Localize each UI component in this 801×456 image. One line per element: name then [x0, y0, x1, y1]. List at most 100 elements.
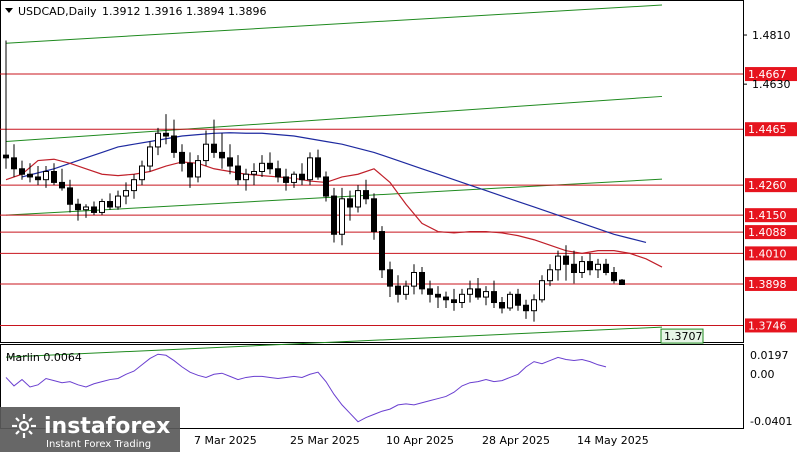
symbol-label: USDCAD,Daily [18, 5, 97, 18]
level-label-bg [745, 208, 797, 223]
instaforex-logo-icon [12, 414, 36, 438]
candle-body [435, 293, 441, 298]
level-label-bg [745, 178, 797, 193]
candle-body [547, 269, 553, 282]
candle-body [283, 176, 289, 183]
candle-body [531, 299, 537, 312]
level-label-bg [745, 67, 797, 82]
channel-label: 1.3707 [664, 330, 703, 343]
date-label: 7 Mar 2025 [194, 434, 257, 447]
candle-body [259, 162, 265, 173]
candle-body [467, 288, 473, 295]
candle-body [419, 271, 425, 290]
candle-body [67, 187, 73, 205]
candle-body [491, 291, 497, 304]
candle-body [155, 132, 161, 148]
candle-body [187, 162, 193, 178]
instaforex-logo: instaforex Instant Forex Trading [0, 407, 180, 452]
candle-body [3, 154, 9, 159]
candle-body [131, 179, 137, 192]
osc-tick-top: 0.0197 [750, 349, 789, 362]
date-label: 28 Apr 2025 [482, 434, 550, 447]
candle-body [27, 173, 33, 178]
candle-body [475, 288, 481, 298]
level-label: 1.4260 [748, 179, 787, 192]
candle-body [595, 263, 601, 271]
candle-body [179, 151, 185, 164]
candle-body [59, 181, 65, 189]
candle-body [507, 293, 513, 309]
level-label: 1.3746 [748, 319, 787, 332]
candle-body [587, 261, 593, 271]
candle-body [107, 201, 113, 208]
candle-body [203, 143, 209, 162]
ma-slow-line [21, 132, 647, 244]
osc-tick-bottom: -0.0401 [750, 415, 792, 428]
candle-body [451, 299, 457, 304]
candle-body [499, 302, 505, 309]
level-label: 1.3898 [748, 278, 787, 291]
candle-body [139, 165, 145, 181]
candle-body [347, 198, 353, 208]
candle-body [227, 157, 233, 167]
candle-body [339, 198, 345, 235]
candle-body [371, 198, 377, 233]
dropdown-arrow-icon[interactable] [5, 8, 13, 13]
candle-body [171, 135, 177, 153]
oscillator-line [5, 353, 607, 423]
candle-body [443, 296, 449, 301]
candle-body [459, 293, 465, 304]
candle-body [363, 190, 369, 200]
candle-body [299, 173, 305, 181]
candle-body [611, 271, 617, 282]
candle-body [307, 157, 313, 181]
candle-body [619, 279, 625, 286]
candle-body [35, 176, 41, 181]
candle-body [411, 271, 417, 287]
candle-body [603, 263, 609, 273]
candle-body [315, 157, 321, 178]
candle-body [483, 291, 489, 298]
level-label-bg [745, 276, 797, 291]
level-label: 1.4150 [748, 209, 787, 222]
watermark-tagline: Instant Forex Trading [46, 439, 151, 450]
candle-body [11, 157, 17, 170]
candle-body [211, 143, 217, 153]
candle-body [195, 160, 201, 178]
candles [3, 40, 625, 322]
candle-body [51, 171, 57, 183]
candle-body [147, 146, 153, 167]
oscillator-label: Marlin 0.0064 [6, 351, 82, 364]
date-label: 14 May 2025 [577, 434, 649, 447]
channel-label-box [660, 328, 704, 344]
candle-body [579, 261, 585, 273]
candle-body [291, 173, 297, 183]
candle-body [91, 206, 97, 213]
date-label: 10 Apr 2025 [386, 434, 454, 447]
candle-body [523, 304, 529, 312]
candle-body [555, 255, 561, 271]
candle-body [235, 165, 241, 181]
ma-fast-line [5, 158, 663, 268]
moving-averages [5, 132, 663, 268]
candle-body [243, 173, 249, 181]
candle-body [83, 206, 89, 211]
candle-body [355, 190, 361, 208]
level-label: 1.4667 [748, 68, 787, 81]
candle-body [379, 231, 385, 271]
candle-body [275, 168, 281, 178]
candle-body [387, 269, 393, 287]
level-label-bg [745, 225, 797, 240]
level-label: 1.4088 [748, 226, 787, 239]
candle-body [331, 195, 337, 235]
candle-body [43, 171, 49, 181]
oscillator [5, 353, 607, 423]
candle-body [403, 285, 409, 295]
ohlc-label: 1.3912 1.3916 1.3894 1.3896 [102, 5, 266, 18]
candle-body [563, 255, 569, 265]
channel-line-middle [5, 95, 663, 142]
osc-tick-zero: 0.00 [750, 368, 775, 381]
